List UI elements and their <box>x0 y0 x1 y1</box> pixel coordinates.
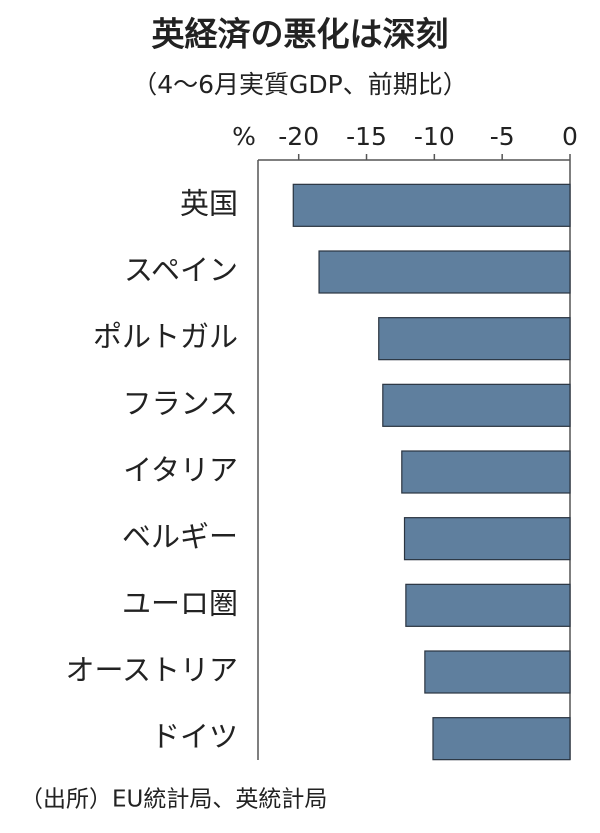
bar <box>424 650 571 694</box>
x-tick-label: -5 <box>490 122 515 151</box>
y-tick-label: ベルギー <box>122 520 238 554</box>
x-tick-label: -10 <box>414 122 455 151</box>
chart-title: 英経済の悪化は深刻 <box>152 15 449 54</box>
y-tick-label: ユーロ圏 <box>122 586 238 620</box>
bar <box>405 583 571 627</box>
bar <box>382 383 571 427</box>
source-note: （出所）EU統計局、英統計局 <box>20 787 327 813</box>
y-tick-label: オーストリア <box>65 653 238 687</box>
x-tick-label: -15 <box>346 122 387 151</box>
x-tick-label: 0 <box>562 122 578 151</box>
y-tick-label: イタリア <box>123 453 238 487</box>
bar <box>401 450 571 494</box>
bar <box>292 183 571 227</box>
y-tick-label: スペイン <box>124 253 238 287</box>
y-tick-label: 英国 <box>180 186 238 220</box>
bar <box>403 517 571 561</box>
x-tick-label: -20 <box>278 122 319 151</box>
bar <box>318 250 571 294</box>
y-tick-label: ドイツ <box>151 720 238 754</box>
x-axis-unit: % <box>232 122 256 151</box>
bar <box>378 317 571 361</box>
bar <box>432 717 571 761</box>
chart-subtitle: （4〜6月実質GDP、前期比） <box>132 70 468 99</box>
y-tick-label: ポルトガル <box>93 320 238 354</box>
y-tick-label: フランス <box>123 386 238 420</box>
